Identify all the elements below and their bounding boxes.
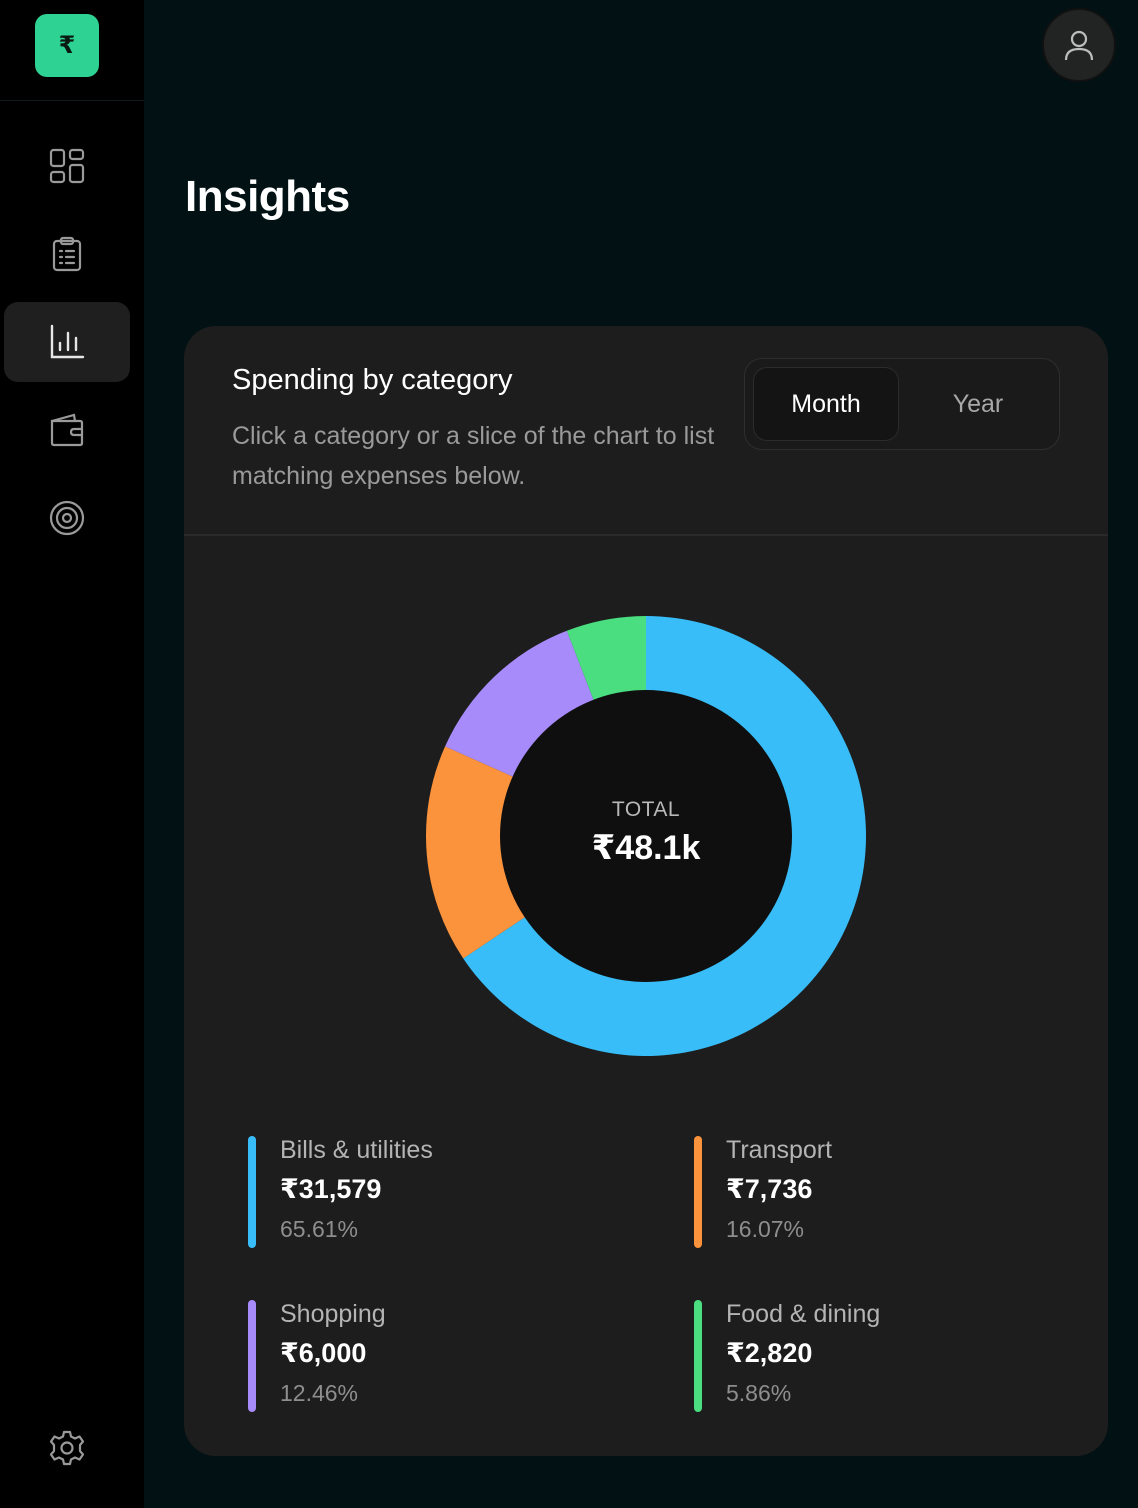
legend-name: Shopping bbox=[280, 1300, 386, 1328]
donut-svg bbox=[425, 616, 866, 1056]
legend-color-bar bbox=[248, 1300, 256, 1412]
sidebar-item-goals[interactable] bbox=[4, 478, 130, 558]
sidebar-item-insights[interactable] bbox=[4, 302, 130, 382]
legend-name: Food & dining bbox=[726, 1300, 881, 1328]
donut-slice-transport[interactable] bbox=[425, 746, 527, 959]
total-value: ₹48.1k bbox=[591, 829, 701, 867]
user-icon bbox=[1064, 30, 1094, 61]
settings-button[interactable] bbox=[4, 1408, 130, 1488]
target-icon bbox=[49, 500, 85, 536]
legend-amount: ₹2,820 bbox=[726, 1338, 813, 1368]
donut-slice-bills-utilities[interactable] bbox=[463, 616, 866, 1056]
logo[interactable]: ₹ bbox=[35, 14, 99, 77]
legend-amount: ₹31,579 bbox=[280, 1174, 382, 1204]
sidebar-item-dashboard[interactable] bbox=[4, 126, 130, 206]
gear-icon bbox=[49, 1430, 85, 1466]
legend-color-bar bbox=[248, 1136, 256, 1248]
card-title: Spending by category bbox=[232, 364, 513, 396]
legend-percentage: 65.61% bbox=[280, 1216, 359, 1242]
toggle-year-button[interactable]: Year bbox=[952, 389, 1004, 418]
sidebar-item-wallet[interactable] bbox=[4, 390, 130, 470]
wallet-icon bbox=[50, 413, 84, 447]
legend-percentage: 16.07% bbox=[726, 1216, 805, 1242]
period-toggle: Month Year bbox=[744, 358, 1060, 450]
legend-percentage: 12.46% bbox=[280, 1380, 359, 1406]
sidebar: ₹ bbox=[0, 0, 144, 1508]
legend-percentage: 5.86% bbox=[726, 1380, 792, 1406]
legend-name: Transport bbox=[726, 1136, 833, 1164]
avatar[interactable] bbox=[1042, 8, 1116, 82]
sidebar-item-expenses[interactable] bbox=[4, 214, 130, 294]
donut-slice-food-dining[interactable] bbox=[566, 616, 646, 702]
donut-center bbox=[500, 690, 792, 982]
sidebar-divider bbox=[0, 100, 144, 101]
donut-slice-shopping[interactable] bbox=[445, 630, 595, 778]
legend-name: Bills & utilities bbox=[280, 1136, 433, 1164]
rupee-logo-icon: ₹ bbox=[58, 32, 76, 59]
legend-amount: ₹6,000 bbox=[280, 1338, 367, 1368]
clipboard-list-icon bbox=[52, 236, 82, 272]
legend-item-food[interactable]: Food & dining ₹2,820 5.86% bbox=[694, 1300, 1074, 1412]
legend-item-bills[interactable]: Bills & utilities ₹31,579 65.61% bbox=[248, 1136, 628, 1248]
legend-item-transport[interactable]: Transport ₹7,736 16.07% bbox=[694, 1136, 1074, 1248]
total-label: TOTAL bbox=[611, 798, 681, 821]
legend-color-bar bbox=[694, 1136, 702, 1248]
dashboard-grid-icon bbox=[49, 148, 85, 184]
legend-item-shopping[interactable]: Shopping ₹6,000 12.46% bbox=[248, 1300, 628, 1412]
page-title: Insights bbox=[185, 172, 350, 221]
donut-chart: TOTAL ₹48.1k bbox=[424, 614, 868, 1058]
card-divider bbox=[184, 534, 1108, 536]
legend-color-bar bbox=[694, 1300, 702, 1412]
card-subtitle: Click a category or a slice of the chart… bbox=[232, 422, 715, 490]
bar-chart-icon bbox=[50, 324, 85, 359]
toggle-month-button[interactable]: Month bbox=[753, 367, 899, 441]
legend-amount: ₹7,736 bbox=[726, 1174, 813, 1204]
spending-card: Spending by category Click a category or… bbox=[184, 326, 1108, 1456]
